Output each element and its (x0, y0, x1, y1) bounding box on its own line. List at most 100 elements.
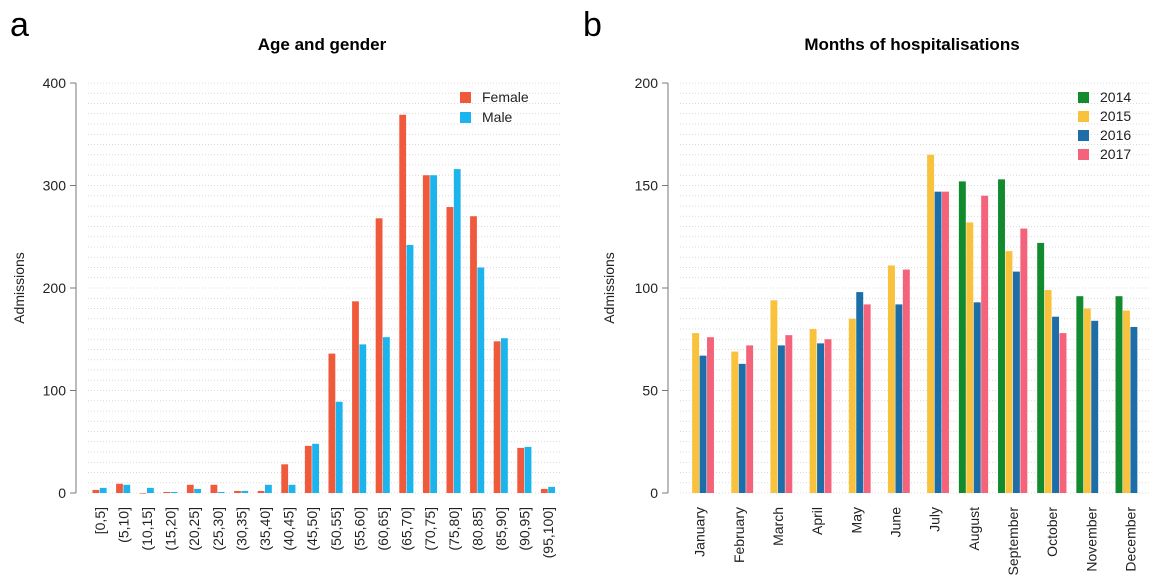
x-tick-label: (50,55] (328, 507, 344, 551)
bar-2015-january (692, 333, 700, 493)
x-tick-label: October (1044, 507, 1060, 557)
bar-male--95-100- (548, 486, 556, 493)
bar-female--85-90- (493, 341, 501, 493)
bar-2017-september (1020, 228, 1028, 494)
bar-2014-december (1115, 296, 1123, 493)
y-tick-label: 300 (43, 178, 67, 194)
bar-female--60-65- (375, 218, 383, 494)
bar-female--10-15- (139, 493, 147, 494)
bar-female--75-80- (446, 207, 454, 493)
legend-swatch-2014 (1078, 92, 1089, 103)
bar-female--25-30- (210, 484, 218, 493)
chart-age-gender: Age and gender Admissions 0 100 200 300 400 [0,… (11, 35, 560, 558)
x-tick-label: (70,75] (422, 507, 438, 551)
bar-2016-february (738, 363, 746, 493)
bar-2017-january (707, 337, 714, 493)
legend-swatch-2017 (1078, 149, 1089, 160)
y-tick-label: 200 (635, 75, 659, 91)
bar-2016-december (1130, 326, 1138, 493)
y-axis-label: Admissions (11, 252, 27, 324)
bar-male--45-50- (312, 443, 320, 493)
bar-2016-october (1052, 316, 1060, 493)
x-tick-label: [0,5] (92, 507, 108, 534)
y-tick-label: 150 (635, 178, 659, 194)
y-tick-label: 200 (43, 280, 67, 296)
x-tick-label: May (848, 507, 864, 533)
x-tick-label: July (927, 507, 943, 532)
bar-female--15-20- (163, 491, 171, 493)
chart-months: Months of hospitalisations Admissions 0 50 1… (601, 35, 1150, 575)
x-tick-label: (80,85] (469, 507, 485, 551)
legend-label-female: Female (482, 89, 529, 105)
x-tick-label: June (887, 507, 903, 538)
bar-2015-august (966, 222, 974, 493)
x-tick-label: (30,35] (233, 507, 249, 551)
bar-2015-september (1005, 251, 1013, 493)
bar-2017-may (863, 304, 871, 493)
bar-female--80-85- (470, 216, 477, 493)
chart-title: Age and gender (258, 35, 387, 54)
legend-label-2016: 2016 (1100, 127, 1131, 143)
bar-2014-october (1037, 242, 1045, 493)
x-tick-label: (85,90] (493, 507, 509, 551)
bar-2016-january (699, 355, 707, 493)
bar-female--45-50- (304, 445, 312, 493)
x-tick-label: (65,70] (399, 507, 415, 551)
bar-2014-november (1076, 296, 1084, 493)
bar-female--70-75- (422, 175, 430, 493)
x-tick-label: (25,30] (210, 507, 226, 551)
x-tick-label: January (692, 507, 708, 557)
y-tick-label: 0 (650, 485, 658, 501)
bar-female--90-95- (517, 447, 525, 493)
bar-2014-september (998, 179, 1005, 493)
x-tick-label: (35,40] (257, 507, 273, 551)
bar-2017-march (785, 335, 793, 493)
bar-male--55-60- (359, 344, 367, 493)
bar-male--75-80- (453, 169, 461, 493)
y-tick-label: 50 (642, 383, 658, 399)
y-tick-label: 100 (43, 383, 67, 399)
legend-swatch-2016 (1078, 130, 1089, 141)
legend-label-male: Male (482, 109, 513, 125)
bar-male--35-40- (265, 484, 272, 493)
x-tick-label: April (809, 507, 825, 535)
bar-2017-april (824, 339, 832, 493)
bar-2015-april (809, 329, 817, 493)
bar-male--90-95- (524, 446, 532, 493)
x-tick-label: March (770, 507, 786, 546)
bar-male--15-20- (170, 491, 178, 493)
bar-female--55-60- (352, 301, 359, 493)
bar-2015-march (770, 300, 778, 493)
x-tick-label: February (731, 507, 747, 563)
bar-male--0-5- (99, 487, 107, 493)
bar-male--10-15- (147, 487, 154, 493)
panel-letter-b: b (583, 6, 602, 44)
bar-2017-august (981, 195, 989, 493)
bar-2016-april (817, 343, 825, 493)
bar-female--40-45- (281, 464, 289, 493)
x-tick-label: (10,15] (139, 507, 155, 551)
bar-2015-february (731, 351, 739, 493)
x-tick-label: August (966, 507, 982, 551)
bar-male--80-85- (477, 267, 485, 493)
bar-female--65-70- (399, 114, 407, 494)
bar-2017-february (746, 345, 754, 493)
bar-female--5-10- (116, 483, 123, 493)
bar-male--20-25- (194, 488, 202, 493)
bar-2017-june (902, 269, 910, 493)
bar-2014-august (958, 181, 966, 493)
x-tick-label: (55,60] (351, 507, 367, 551)
x-tick-label: September (1005, 507, 1021, 576)
x-tick-label: (45,50] (304, 507, 320, 551)
bar-male--85-90- (501, 338, 508, 493)
x-tick-label: December (1122, 507, 1138, 572)
panel-letter-a: a (10, 6, 29, 44)
y-tick-label: 100 (635, 280, 659, 296)
bar-2017-july (942, 191, 949, 493)
bar-2015-may (848, 318, 856, 493)
bar-male--60-65- (383, 337, 390, 493)
bar-2016-july (934, 191, 942, 493)
bar-2015-october (1044, 290, 1052, 493)
x-tick-label: (95,100] (540, 507, 556, 558)
